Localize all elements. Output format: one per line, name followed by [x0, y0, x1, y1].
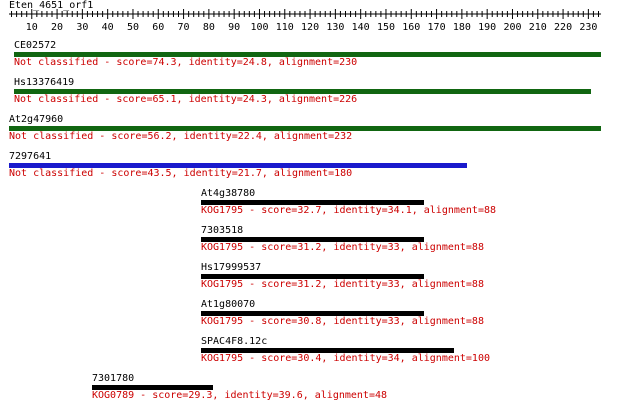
hit-bar[interactable]	[92, 385, 213, 390]
hit-bar[interactable]	[201, 311, 424, 316]
ruler-tick-label: 10	[26, 22, 38, 33]
ruler-tick-label: 190	[478, 22, 496, 33]
hit-bar[interactable]	[9, 163, 467, 168]
hit-id[interactable]: 7303518	[201, 225, 244, 236]
hit-description: KOG1795 - score=30.8, identity=33, align…	[201, 316, 484, 327]
ruler-tick-label: 230	[579, 22, 597, 33]
hit-description: KOG1795 - score=32.7, identity=34.1, ali…	[201, 205, 497, 216]
ruler-tick-label: 70	[178, 22, 190, 33]
ruler-tick-label: 130	[326, 22, 344, 33]
ruler-tick-label: 150	[377, 22, 395, 33]
ruler-tick-label: 80	[203, 22, 215, 33]
hit-id[interactable]: At1g80070	[201, 299, 256, 310]
hit-id[interactable]: At4g38780	[201, 188, 256, 199]
sequence-title: Eten_4651_orf1	[9, 0, 94, 11]
hit-description: KOG0789 - score=29.3, identity=39.6, ali…	[92, 390, 388, 401]
hit-id[interactable]: Hs17999537	[201, 262, 262, 273]
hit-bar[interactable]	[9, 126, 601, 131]
ruler-tick-label: 20	[51, 22, 63, 33]
ruler-tick-label: 220	[554, 22, 572, 33]
ruler-tick-label: 90	[228, 22, 240, 33]
ruler-tick-label: 30	[76, 22, 88, 33]
hit-bar[interactable]	[201, 348, 454, 353]
ruler-tick-label: 120	[301, 22, 319, 33]
hit-description: Not classified - score=74.3, identity=24…	[14, 57, 358, 68]
hit-description: Not classified - score=65.1, identity=24…	[14, 94, 358, 105]
ruler-tick-label: 210	[529, 22, 547, 33]
hit-bar[interactable]	[201, 200, 424, 205]
hit-bar[interactable]	[14, 52, 601, 57]
hit-bar[interactable]	[14, 89, 591, 94]
hit-id[interactable]: CE02572	[14, 40, 57, 51]
ruler-svg: 10 20 30 40 50 60 70 80 90 100 110 120 130 140 150 160 1…	[9, 9, 602, 33]
hit-description: Not classified - score=56.2, identity=22…	[9, 131, 353, 142]
ruler-tick-label: 100	[250, 22, 268, 33]
ruler-tick-label: 180	[453, 22, 471, 33]
hit-id[interactable]: 7297641	[9, 151, 52, 162]
hit-description: KOG1795 - score=31.2, identity=33, align…	[201, 242, 484, 253]
ruler-tick-label: 140	[352, 22, 370, 33]
hit-bar[interactable]	[201, 237, 424, 242]
ruler-tick-label: 60	[152, 22, 164, 33]
ruler-tick-label: 40	[102, 22, 114, 33]
hit-description: KOG1795 - score=30.4, identity=34, align…	[201, 353, 490, 364]
ruler-tick-label: 50	[127, 22, 139, 33]
hit-id[interactable]: At2g47960	[9, 114, 64, 125]
hit-id[interactable]: Hs13376419	[14, 77, 75, 88]
hit-description: Not classified - score=43.5, identity=21…	[9, 168, 353, 179]
hit-bar[interactable]	[201, 274, 424, 279]
ruler-tick-label: 170	[428, 22, 446, 33]
ruler-tick-label: 200	[503, 22, 521, 33]
ruler-tick-label: 160	[402, 22, 420, 33]
hit-description: KOG1795 - score=31.2, identity=33, align…	[201, 279, 484, 290]
position-ruler: 10 20 30 40 50 60 70 80 90 100 110 120 130 140 150 160 1…	[0, 0, 620, 44]
ruler-tick-label: 110	[276, 22, 294, 33]
hit-id[interactable]: SPAC4F8.12c	[201, 336, 268, 347]
hit-id[interactable]: 7301780	[92, 373, 135, 384]
